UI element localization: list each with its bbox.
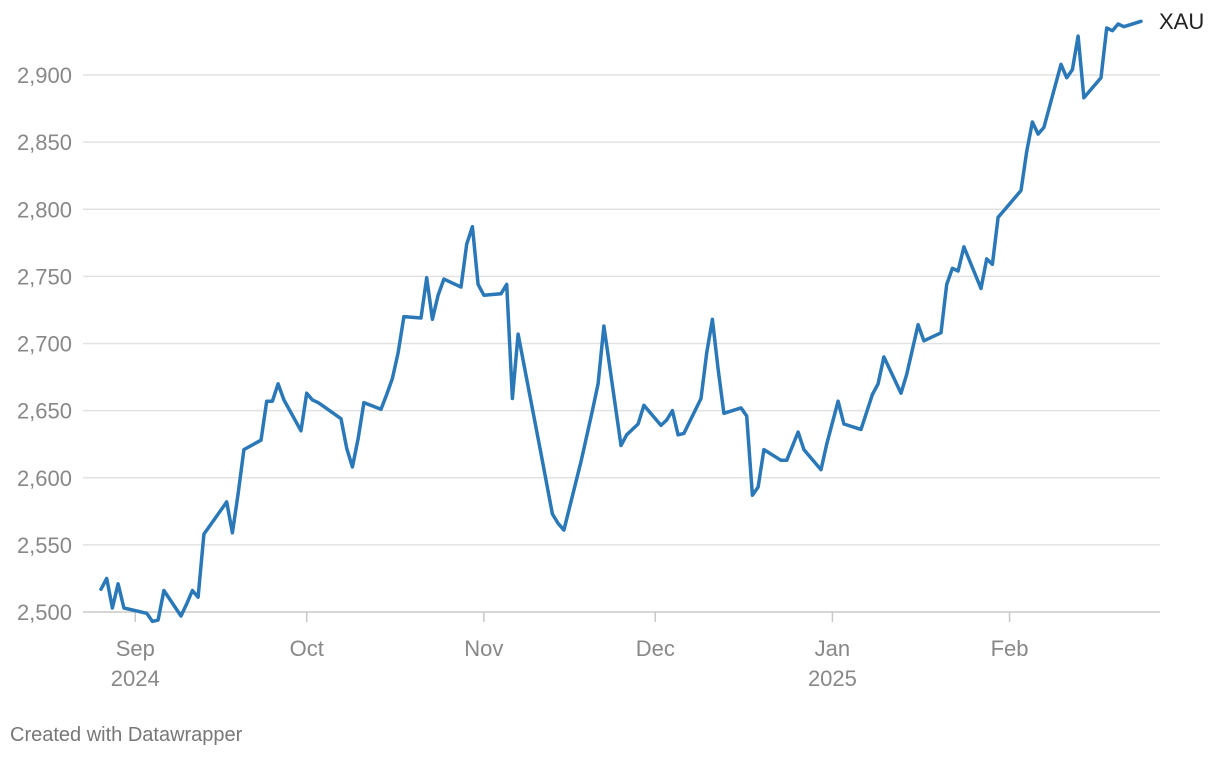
datawrapper-credit: Created with Datawrapper [10, 724, 243, 746]
y-tick-label: 2,850 [17, 130, 72, 155]
x-tick-label: Nov [464, 636, 503, 661]
series-label-xau: XAU [1159, 9, 1204, 34]
y-tick-label: 2,600 [17, 466, 72, 491]
series-line-xau [99, 19, 1143, 624]
y-tick-label: 2,750 [17, 264, 72, 289]
x-tick-year-label: 2024 [111, 666, 160, 691]
x-tick-year-label: 2025 [808, 666, 857, 691]
series-layer: XAU [99, 9, 1204, 624]
x-tick-label: Sep [116, 636, 155, 661]
y-tick-label: 2,550 [17, 533, 72, 558]
x-axis: Sep 2024 Oct Nov Dec Jan 2025 Feb [111, 612, 1029, 691]
y-tick-label: 2,500 [17, 600, 72, 625]
y-tick-label: 2,900 [17, 63, 72, 88]
x-tick-label: Jan [815, 636, 850, 661]
y-axis-ticks: 2,500 2,550 2,600 2,650 2,700 2,750 2,800 2,850… [17, 63, 72, 625]
y-tick-label: 2,700 [17, 332, 72, 357]
y-tick-label: 2,800 [17, 197, 72, 222]
x-tick-label: Oct [290, 636, 324, 661]
x-tick-label: Feb [991, 636, 1029, 661]
y-tick-label: 2,650 [17, 399, 72, 424]
y-gridlines [83, 74, 1160, 613]
xau-line-chart: 2,500 2,550 2,600 2,650 2,700 2,750 2,800 2,850… [17, 9, 1204, 691]
x-tick-label: Dec [636, 636, 675, 661]
